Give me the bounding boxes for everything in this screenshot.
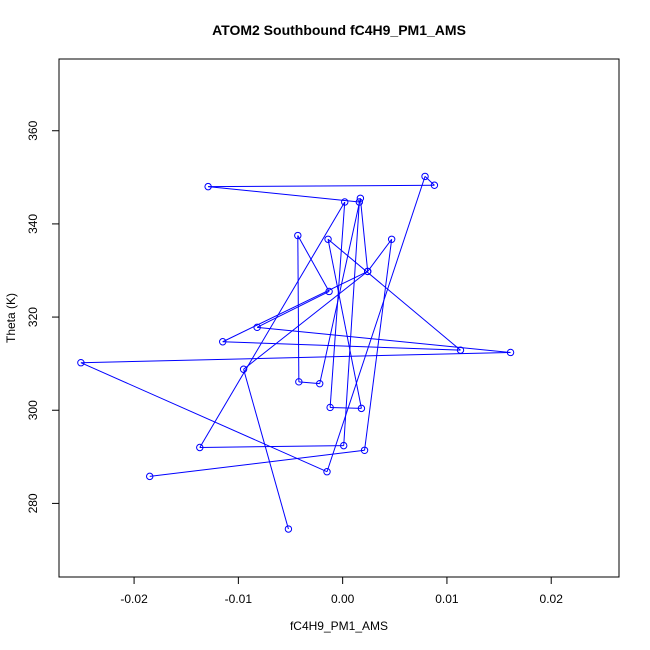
chart-title: ATOM2 Southbound fC4H9_PM1_AMS [212,22,466,38]
series-segment [149,449,365,477]
data-point [421,172,429,181]
series-segment [367,238,393,272]
data-point [387,235,396,243]
data-point [324,235,332,243]
data-point [239,365,248,373]
series-segment [208,186,360,203]
series-segment [359,198,369,272]
series-segment [256,291,330,328]
series-segment [243,271,368,370]
data-point [196,443,204,452]
data-point [204,182,212,191]
data-point [339,441,348,450]
series-segment [319,198,361,384]
data-point [284,525,293,533]
data-point [219,338,227,346]
series-segment [330,406,362,409]
data-point [316,379,324,388]
data-point [77,359,85,367]
data-point [146,472,154,481]
y-axis: 280 300 320 340 360 [26,120,60,513]
data-point [323,468,331,476]
series-segment [424,176,435,186]
series-segment [343,201,360,446]
data-point [430,181,439,189]
y-tick-label: 340 [26,214,40,234]
series-segment [364,239,393,451]
y-tick-label: 320 [26,307,40,327]
series-segment [327,238,461,351]
series-segment [243,369,289,530]
y-tick-label: 360 [26,120,40,140]
x-tick-label: -0.02 [120,592,148,606]
data-point [295,378,303,386]
series-segment [327,239,362,409]
x-tick-label: 0.02 [540,592,564,606]
data-point [360,446,369,454]
data-series [77,172,515,533]
series-segment [297,235,330,292]
data-point [357,404,366,413]
series-segment [222,270,368,343]
data-point [294,231,302,240]
data-point [456,346,465,354]
series-segment [199,201,346,448]
x-axis-label: fC4H9_PM1_AMS [290,619,388,633]
data-point [356,194,365,202]
data-point [506,348,515,357]
data-point [325,287,333,296]
x-tick-label: -0.01 [225,592,253,606]
data-point [326,403,334,412]
series-segment [222,341,461,351]
x-tick-label: 0.01 [435,592,459,606]
y-tick-label: 300 [26,400,40,420]
x-axis: -0.02 -0.01 0.00 0.01 0.02 [120,576,564,606]
data-point [341,198,349,206]
data-point [355,198,364,206]
series-segment [80,362,328,473]
data-point [363,267,372,276]
series-segment [257,326,511,353]
series-segment [326,176,426,472]
data-point [253,323,261,332]
x-tick-label: 0.00 [331,592,355,606]
y-axis-label: Theta (K) [4,293,18,343]
series-segment [329,201,346,408]
series-segment [208,184,435,188]
series-segment [80,351,511,364]
series-segment [199,445,344,448]
y-tick-label: 280 [26,493,40,513]
